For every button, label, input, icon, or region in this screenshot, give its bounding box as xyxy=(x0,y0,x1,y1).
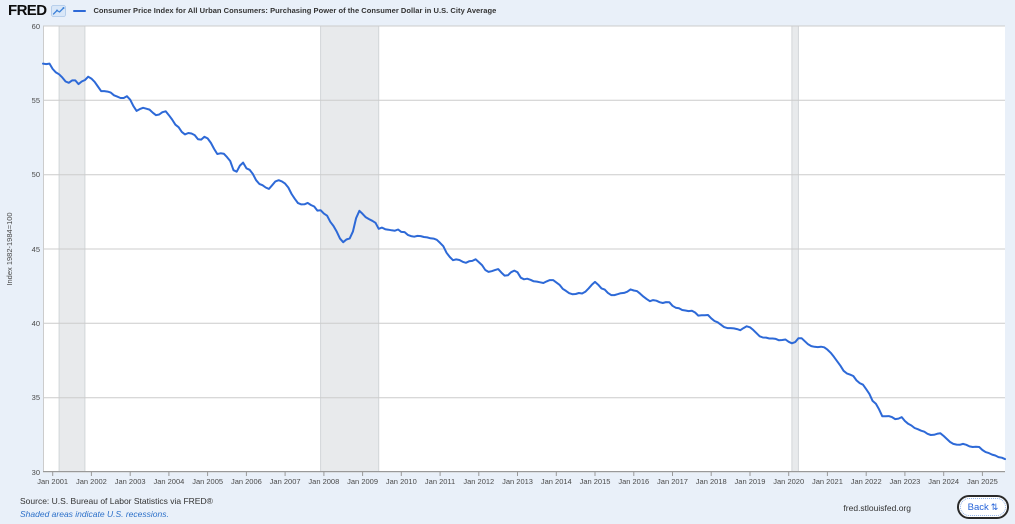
y-tick-label: 40 xyxy=(31,318,40,328)
x-tick-label: Jan 2001 xyxy=(37,477,69,486)
x-tick-label: Jan 2016 xyxy=(618,477,650,486)
plot-area[interactable] xyxy=(42,25,1006,476)
fred-logo-chart-icon xyxy=(51,4,67,17)
source-attribution: Source: U.S. Bureau of Labor Statistics … xyxy=(20,496,213,506)
x-tick-label: Jan 2025 xyxy=(966,477,998,486)
data-line-series xyxy=(42,62,1006,461)
x-tick-label: Jan 2022 xyxy=(850,477,882,486)
recession-note-link[interactable]: Shaded areas indicate U.S. recessions. xyxy=(20,509,169,519)
x-tick-label: Jan 2011 xyxy=(424,477,456,486)
x-tick-label: Jan 2021 xyxy=(812,477,843,486)
up-down-arrows-icon: ⇅ xyxy=(990,501,999,512)
y-tick-label: 55 xyxy=(31,95,40,105)
legend-line-swatch xyxy=(73,9,87,12)
x-tick-label: Jan 2003 xyxy=(114,477,146,486)
x-tick-label: Jan 2008 xyxy=(308,477,340,486)
y-tick-label: 45 xyxy=(31,244,40,254)
x-tick-label: Jan 2023 xyxy=(889,477,921,486)
back-button[interactable]: Back ⇅ xyxy=(957,495,1009,519)
x-tick-label: Jan 2019 xyxy=(734,477,766,486)
x-tick-label: Jan 2013 xyxy=(502,477,533,486)
fred-logo: FRED xyxy=(8,2,47,19)
back-button-label: Back xyxy=(967,501,989,513)
x-tick-label: Jan 2004 xyxy=(153,477,185,486)
x-tick-label: Jan 2010 xyxy=(385,477,417,486)
x-tick-label: Jan 2015 xyxy=(579,477,611,486)
y-tick-label: 30 xyxy=(31,467,40,477)
x-tick-label: Jan 2018 xyxy=(695,477,727,486)
chart-title: Consumer Price Index for All Urban Consu… xyxy=(93,6,497,15)
x-tick-label: Jan 2024 xyxy=(928,477,960,486)
y-tick-label: 35 xyxy=(31,393,40,403)
y-tick-label: 60 xyxy=(31,21,40,31)
x-tick-label: Jan 2007 xyxy=(269,477,301,486)
x-tick-label: Jan 2005 xyxy=(192,477,224,486)
x-tick-label: Jan 2006 xyxy=(230,477,262,486)
chart-header: FRED Consumer Price Index for All Urban … xyxy=(8,0,496,21)
x-tick-label: Jan 2012 xyxy=(463,477,495,486)
x-tick-label: Jan 2017 xyxy=(657,477,688,486)
x-tick-label: Jan 2002 xyxy=(75,477,107,486)
chart-canvas xyxy=(42,25,1006,476)
x-tick-label: Jan 2014 xyxy=(540,477,572,486)
site-url: fred.stlouisfed.org xyxy=(843,503,911,513)
x-tick-label: Jan 2009 xyxy=(347,477,379,486)
y-tick-label: 50 xyxy=(31,170,40,180)
x-tick-label: Jan 2020 xyxy=(773,477,805,486)
